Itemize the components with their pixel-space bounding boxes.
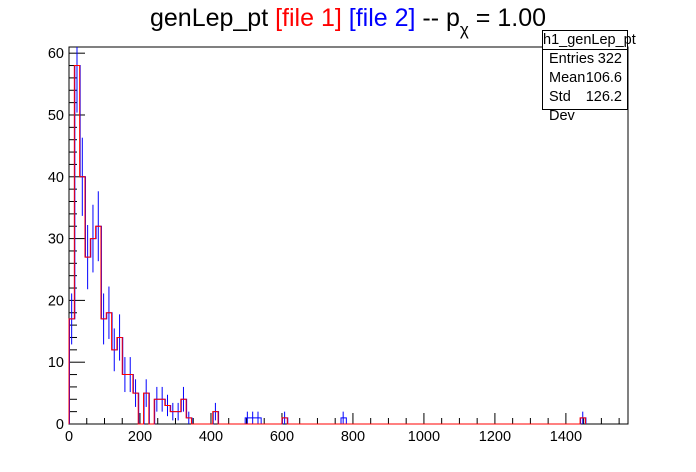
stats-label: Entries [549, 51, 595, 67]
y-tick-label: 60 [48, 46, 64, 62]
stats-box: h1_genLep_pt Entries 322 Mean 106.6 Std … [542, 30, 636, 124]
y-tick-label: 20 [48, 293, 64, 309]
y-tick-label: 50 [48, 108, 64, 124]
y-tick-label: 10 [48, 355, 64, 371]
x-tick-label: 200 [128, 429, 152, 445]
stats-value: 126.2 [585, 89, 622, 105]
x-tick-label: 1200 [479, 429, 511, 445]
x-tick-label: 0 [65, 429, 73, 445]
stats-label: Mean [549, 70, 586, 86]
y-tick-label: 0 [56, 417, 64, 433]
x-tick-label: 400 [199, 429, 223, 445]
histogram-series-file-1 [68, 65, 586, 425]
x-tick-label: 800 [341, 429, 365, 445]
title-file2: [file 2] [348, 4, 416, 32]
title-prefix: genLep_pt [149, 4, 276, 32]
stats-name: h1_genLep_pt [543, 32, 636, 50]
axes: 0 200 400 600 800 1000 1200 1400 0 10 20 30 40 50 60 [48, 46, 629, 445]
chart-title: genLep_pt [file 1] [file 2] -- pχ = 1.00 [0, 4, 696, 39]
x-tick-label: 600 [270, 429, 294, 445]
title-dash: -- p [415, 4, 460, 32]
stats-row-stddev: Std Dev 126.2 [543, 88, 627, 124]
histogram-series-file-2 [69, 65, 587, 425]
stats-label: Std Dev [549, 89, 575, 124]
y-tick-label: 40 [48, 170, 64, 186]
x-tick-label: 1400 [550, 429, 582, 445]
title-tail: = 1.00 [468, 4, 547, 32]
title-file1: [file 1] [275, 4, 342, 32]
title-subscript: χ [459, 20, 469, 39]
y-tick-label: 30 [48, 232, 64, 248]
stats-row-mean: Mean 106.6 [543, 69, 627, 88]
histogram-bars [68, 47, 587, 425]
stats-row-entries: Entries 322 [543, 50, 627, 69]
stats-value: 106.6 [585, 70, 622, 86]
x-tick-label: 1000 [408, 429, 440, 445]
stats-value: 322 [597, 51, 622, 67]
